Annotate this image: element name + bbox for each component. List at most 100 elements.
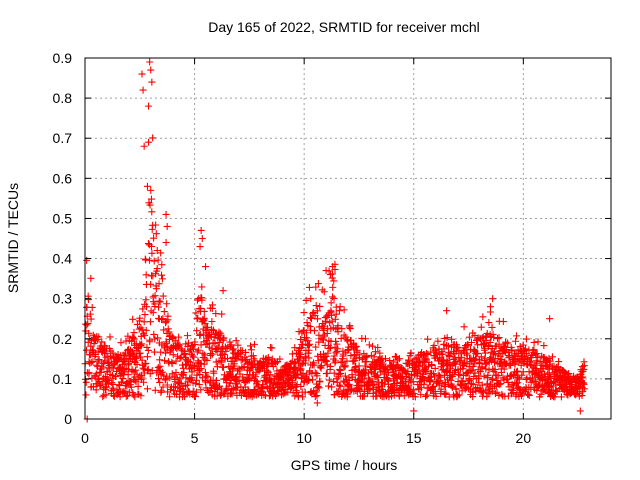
data-point bbox=[168, 360, 176, 368]
data-point bbox=[443, 334, 451, 342]
data-point bbox=[481, 349, 489, 357]
data-point bbox=[159, 292, 167, 300]
data-point bbox=[361, 362, 369, 370]
data-point bbox=[429, 370, 437, 378]
data-point bbox=[458, 377, 466, 385]
data-point bbox=[423, 391, 431, 399]
data-point bbox=[188, 368, 196, 376]
data-point bbox=[428, 383, 436, 391]
data-point bbox=[395, 355, 403, 363]
data-point bbox=[87, 358, 95, 366]
y-tick-label: 0.7 bbox=[53, 130, 73, 146]
data-point bbox=[362, 358, 370, 366]
y-tick-label: 0.6 bbox=[53, 170, 73, 186]
data-point bbox=[313, 392, 321, 400]
data-point bbox=[138, 70, 146, 78]
data-point bbox=[306, 340, 314, 348]
data-point bbox=[144, 346, 152, 354]
data-point bbox=[136, 314, 144, 322]
data-point bbox=[87, 274, 95, 282]
data-point bbox=[363, 353, 371, 361]
data-point bbox=[266, 371, 274, 379]
data-point bbox=[146, 256, 154, 264]
data-point bbox=[537, 390, 545, 398]
x-axis-label: GPS time / hours bbox=[291, 457, 398, 473]
y-tick-label: 0.2 bbox=[53, 331, 73, 347]
data-point bbox=[212, 310, 220, 318]
data-point bbox=[204, 373, 212, 381]
data-point bbox=[409, 378, 417, 386]
data-point bbox=[474, 349, 482, 357]
data-point bbox=[251, 357, 259, 365]
data-point bbox=[546, 373, 554, 381]
data-point bbox=[147, 242, 155, 250]
data-point bbox=[198, 235, 206, 242]
data-point bbox=[303, 319, 311, 327]
data-point bbox=[149, 309, 157, 317]
data-point bbox=[454, 344, 462, 352]
data-point bbox=[445, 351, 453, 359]
data-point bbox=[337, 334, 345, 342]
data-point bbox=[489, 375, 497, 383]
data-point bbox=[210, 333, 218, 341]
data-point bbox=[180, 369, 188, 377]
data-point bbox=[329, 263, 337, 271]
data-point bbox=[117, 339, 125, 347]
data-point bbox=[133, 320, 141, 328]
data-point bbox=[478, 381, 486, 389]
data-point bbox=[149, 134, 157, 142]
data-point bbox=[181, 393, 189, 401]
data-point bbox=[154, 256, 162, 264]
data-point bbox=[456, 357, 464, 365]
data-point bbox=[551, 393, 559, 401]
data-point bbox=[140, 378, 148, 386]
y-tick-label: 0.5 bbox=[53, 210, 73, 226]
data-point bbox=[496, 380, 504, 388]
data-point bbox=[200, 360, 208, 368]
data-point bbox=[103, 383, 111, 391]
data-point bbox=[372, 372, 380, 380]
data-point bbox=[193, 371, 201, 379]
x-tick-label: 20 bbox=[516, 430, 532, 446]
plot-frame bbox=[84, 57, 612, 420]
data-point bbox=[361, 335, 369, 343]
data-point bbox=[351, 364, 359, 372]
data-point bbox=[509, 389, 517, 397]
data-point bbox=[296, 365, 304, 373]
data-point bbox=[151, 335, 159, 343]
data-point bbox=[307, 295, 315, 303]
data-point bbox=[346, 325, 354, 333]
data-point bbox=[485, 319, 493, 327]
data-point bbox=[157, 348, 165, 356]
data-point bbox=[219, 287, 227, 295]
data-point bbox=[87, 315, 95, 323]
data-point bbox=[195, 381, 203, 389]
data-point bbox=[466, 377, 474, 385]
data-point bbox=[259, 388, 267, 396]
data-point bbox=[158, 271, 166, 279]
data-point bbox=[152, 230, 160, 238]
data-point bbox=[164, 312, 172, 320]
data-point bbox=[116, 393, 124, 401]
data-point bbox=[176, 354, 184, 362]
data-point bbox=[175, 333, 183, 341]
data-point bbox=[316, 363, 324, 371]
data-point bbox=[471, 369, 479, 377]
data-point bbox=[379, 360, 387, 368]
data-point bbox=[323, 361, 331, 369]
data-point bbox=[332, 310, 340, 318]
data-point bbox=[477, 323, 485, 331]
data-point bbox=[132, 354, 140, 362]
y-tick-label: 0.1 bbox=[53, 371, 73, 387]
data-point bbox=[93, 361, 101, 369]
data-point bbox=[315, 384, 323, 392]
data-point bbox=[314, 357, 322, 365]
data-point bbox=[139, 364, 147, 372]
data-point bbox=[155, 280, 163, 288]
data-point bbox=[388, 387, 396, 395]
data-point bbox=[148, 208, 156, 216]
data-point bbox=[336, 303, 344, 311]
data-point bbox=[232, 373, 240, 381]
data-point bbox=[478, 334, 486, 342]
data-point bbox=[150, 234, 158, 242]
